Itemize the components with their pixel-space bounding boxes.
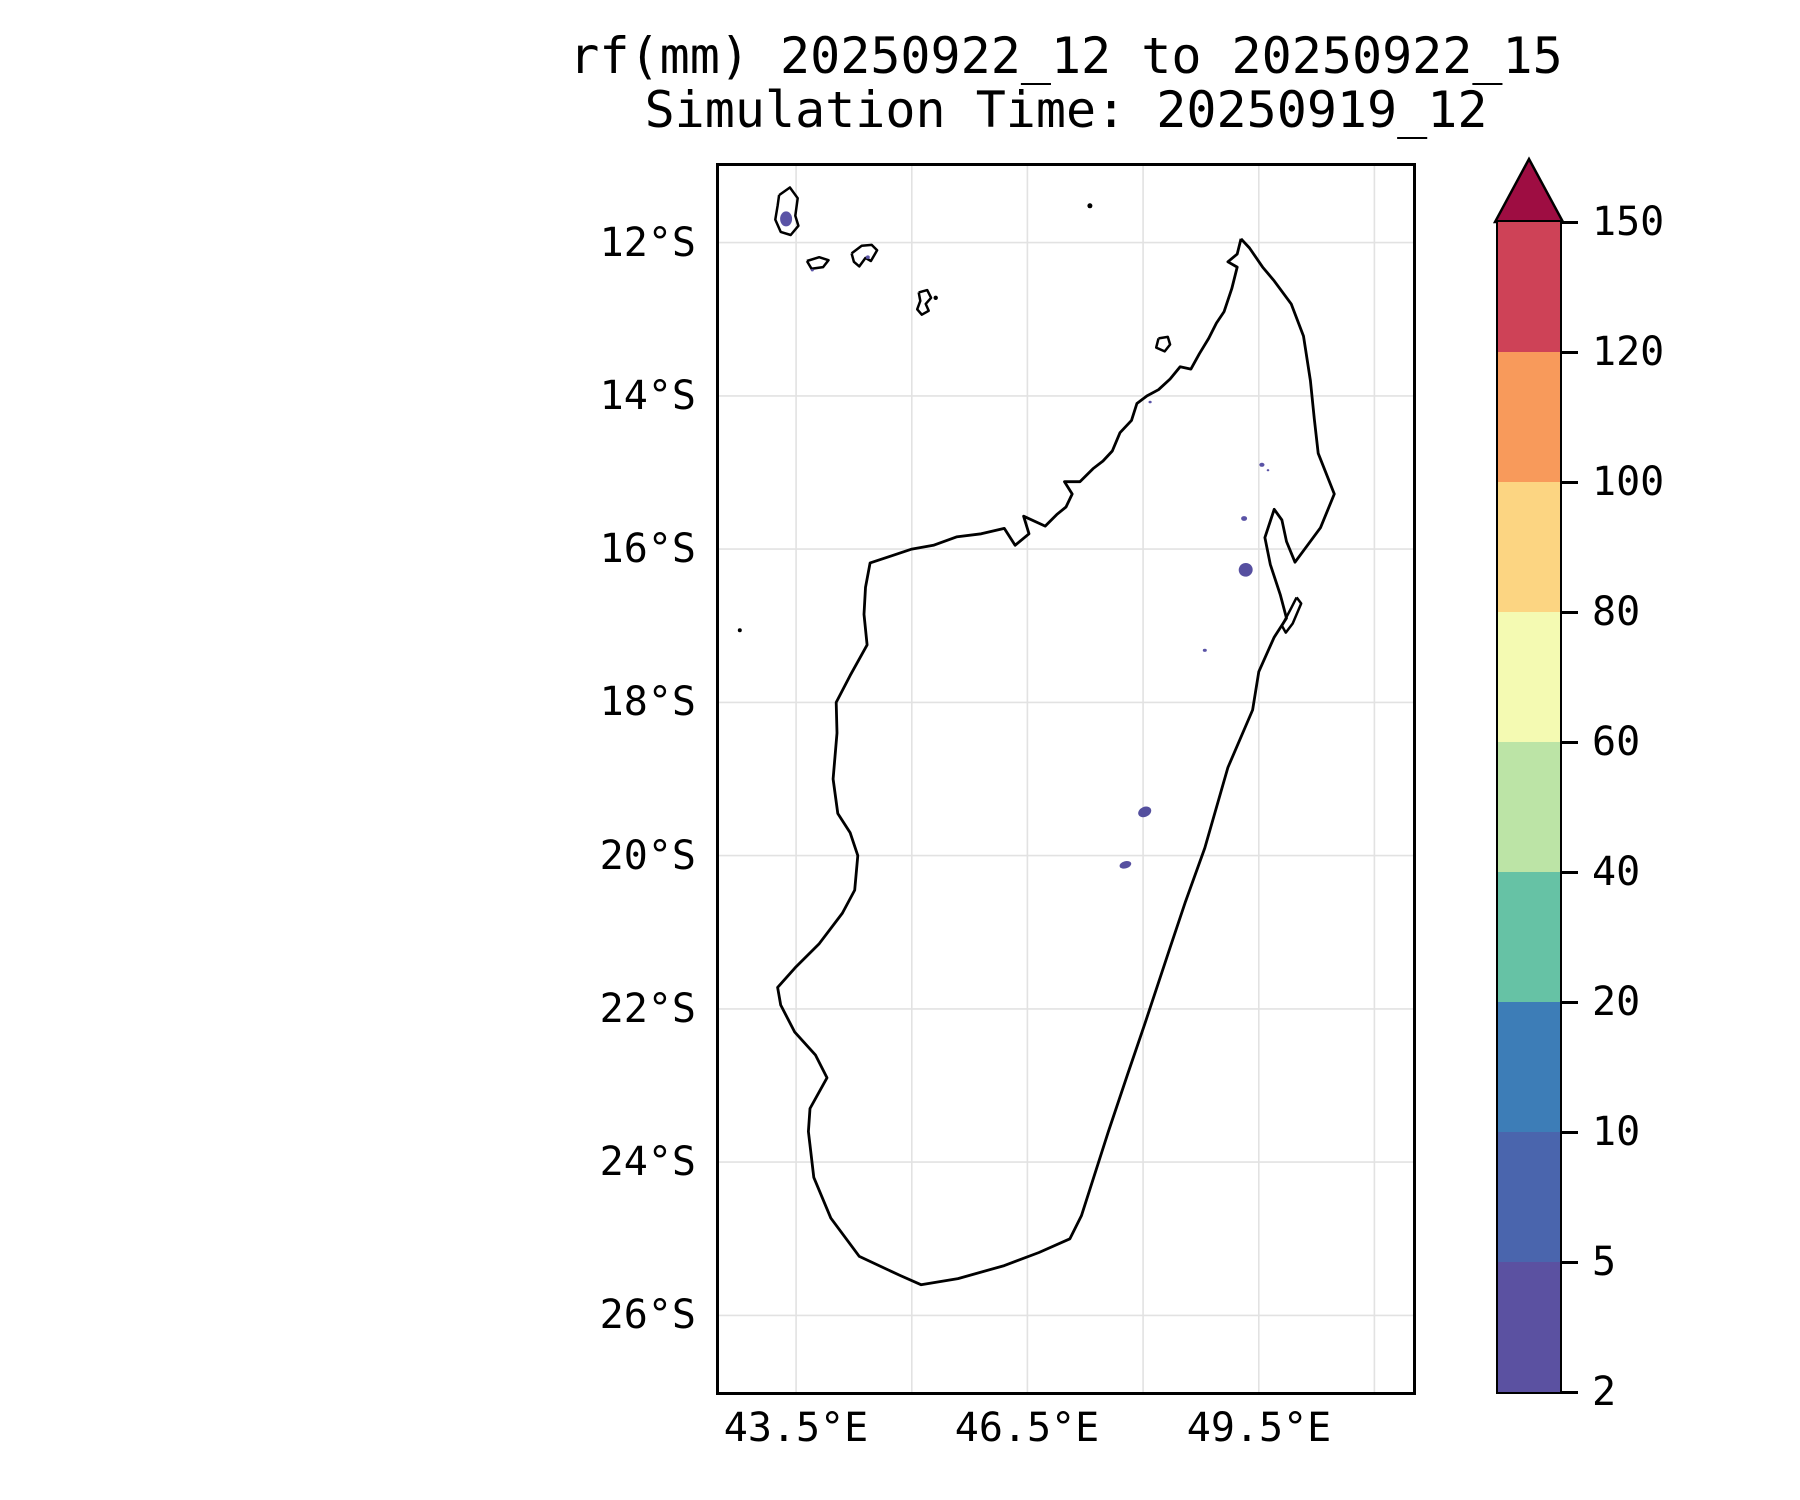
- x-tick-label: 46.5°E: [954, 1405, 1100, 1451]
- colorbar-tick-label: 60: [1592, 719, 1641, 765]
- grande-comore-coastline: [774, 186, 800, 237]
- anjouan-rain: [865, 255, 870, 259]
- colorbar-tick: [1562, 870, 1578, 874]
- colorbar-tick-label: 10: [1592, 1109, 1641, 1155]
- colorbar-tick: [1562, 1000, 1578, 1004]
- colorbar-bin-60-80: [1497, 611, 1560, 742]
- colorbar-tick-label: 150: [1592, 199, 1665, 245]
- moheli-rain: [810, 269, 814, 272]
- colorbar-tick: [1562, 220, 1578, 224]
- colorbar-bin-10-20: [1497, 1001, 1560, 1132]
- nosy-be-coastline: [1154, 335, 1172, 353]
- map-panel: [716, 163, 1416, 1395]
- colorbar-tick-label: 2: [1592, 1369, 1617, 1415]
- colorbar-tick-label: 120: [1592, 329, 1665, 375]
- colorbar-bin-120-150: [1497, 221, 1560, 352]
- y-tick-label: 26°S: [599, 1292, 696, 1338]
- x-tick-label: 49.5°E: [1186, 1405, 1332, 1451]
- colorbar-bin-20-40: [1497, 871, 1560, 1002]
- colorbar-bin-2-5: [1497, 1261, 1560, 1392]
- y-tick-label: 24°S: [599, 1139, 696, 1185]
- colorbar-tick: [1562, 610, 1578, 614]
- y-tick-label: 18°S: [599, 679, 696, 725]
- colorbar-tick: [1562, 1130, 1578, 1134]
- mayotte-coastline: [915, 288, 933, 316]
- colorbar-tick: [1562, 1390, 1578, 1394]
- y-tick-label: 14°S: [599, 373, 696, 419]
- colorbar-bin-80-100: [1497, 481, 1560, 612]
- y-tick-label: 20°S: [599, 833, 696, 879]
- colorbar-bin-5-10: [1497, 1131, 1560, 1262]
- colorbar-tick-label: 40: [1592, 849, 1641, 895]
- juan-de-nova-islet: [737, 628, 742, 633]
- map-canvas: [719, 166, 1413, 1392]
- moheli-coastline: [805, 255, 830, 270]
- colorbar-over-arrow: [1493, 156, 1565, 224]
- colorbar-tick: [1562, 740, 1578, 744]
- central-rain-1: [1138, 806, 1152, 818]
- sainte-marie-coastline: [1280, 596, 1303, 634]
- colorbar: [1495, 219, 1562, 1394]
- colorbar-bin-100-120: [1497, 351, 1560, 482]
- colorbar-tick-label: 20: [1592, 979, 1641, 1025]
- mayotte-islet: [933, 295, 938, 300]
- east-coast-rain-2: [1238, 562, 1253, 577]
- colorbar-tick-label: 5: [1592, 1239, 1617, 1285]
- east-coast-rain-1: [1241, 516, 1248, 521]
- x-tick-label: 43.5°E: [723, 1405, 869, 1451]
- glorioso-islet: [1087, 203, 1093, 209]
- colorbar-tick-label: 80: [1592, 589, 1641, 635]
- east-coast-rain-3: [1202, 648, 1207, 652]
- colorbar-tick: [1562, 1260, 1578, 1264]
- colorbar-tick: [1562, 480, 1578, 484]
- nw-interior-rain: [1148, 400, 1152, 404]
- chart-title: rf(mm) 20250922_12 to 20250922_15: [569, 27, 1563, 85]
- colorbar-tick-label: 100: [1592, 459, 1665, 505]
- central-rain-2: [1119, 860, 1132, 869]
- ne-coast-rain-2: [1266, 469, 1270, 472]
- colorbar-tick: [1562, 350, 1578, 354]
- madagascar-coastline: [776, 237, 1336, 1287]
- anjouan-coastline: [850, 243, 879, 268]
- colorbar-bin-40-60: [1497, 741, 1560, 872]
- y-tick-label: 16°S: [599, 526, 696, 572]
- y-tick-label: 22°S: [599, 986, 696, 1032]
- grande-comore-rain: [780, 211, 793, 227]
- ne-coast-rain-1: [1259, 462, 1265, 467]
- chart-subtitle: Simulation Time: 20250919_12: [644, 81, 1488, 139]
- y-tick-label: 12°S: [599, 220, 696, 266]
